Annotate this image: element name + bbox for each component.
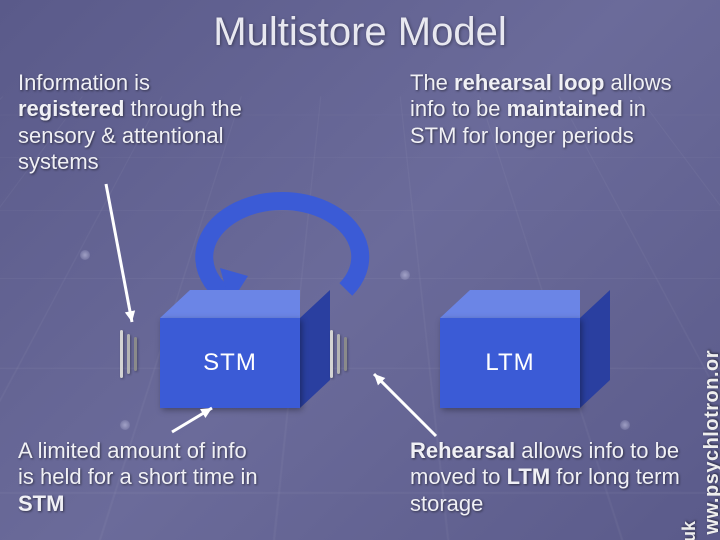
pointer-arrows: [0, 0, 720, 540]
watermark-line1: ww.psychlotron.or: [701, 350, 720, 534]
watermark-line2: uk: [679, 521, 700, 540]
